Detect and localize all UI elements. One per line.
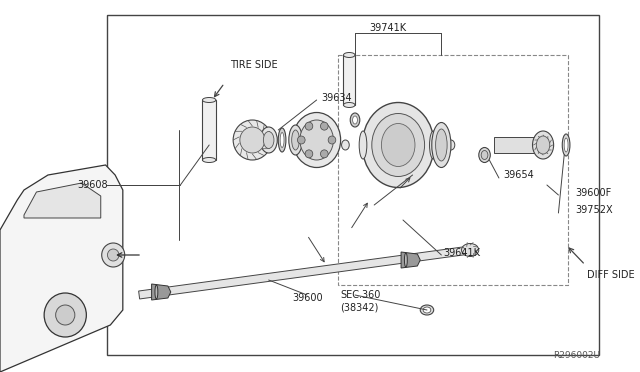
Ellipse shape — [481, 151, 488, 160]
Ellipse shape — [344, 52, 355, 58]
Text: 39741K: 39741K — [369, 23, 406, 33]
Ellipse shape — [289, 125, 302, 155]
Polygon shape — [0, 165, 123, 372]
Ellipse shape — [394, 122, 402, 168]
Polygon shape — [238, 135, 267, 145]
Ellipse shape — [563, 134, 570, 156]
Text: 39608: 39608 — [77, 180, 108, 190]
Polygon shape — [401, 252, 420, 268]
Ellipse shape — [423, 307, 431, 313]
Ellipse shape — [278, 128, 286, 152]
Circle shape — [108, 249, 119, 261]
Ellipse shape — [292, 112, 340, 167]
Text: 39600F: 39600F — [576, 188, 612, 198]
Ellipse shape — [432, 122, 451, 167]
Ellipse shape — [344, 103, 355, 108]
Polygon shape — [139, 246, 470, 299]
Circle shape — [240, 127, 265, 153]
Bar — [108, 15, 599, 355]
Ellipse shape — [429, 131, 437, 159]
Bar — [344, 55, 355, 105]
Circle shape — [321, 150, 328, 158]
Text: 39600: 39600 — [292, 293, 323, 303]
Ellipse shape — [260, 127, 277, 153]
Circle shape — [102, 243, 125, 267]
Ellipse shape — [155, 285, 158, 299]
Circle shape — [328, 136, 336, 144]
Ellipse shape — [532, 131, 554, 159]
Ellipse shape — [536, 136, 550, 154]
Ellipse shape — [292, 130, 300, 150]
Circle shape — [305, 122, 313, 130]
Ellipse shape — [420, 305, 434, 315]
Polygon shape — [152, 284, 171, 300]
Text: SEC.360: SEC.360 — [340, 290, 381, 300]
Ellipse shape — [359, 131, 367, 159]
Text: 39752X: 39752X — [576, 205, 613, 215]
Ellipse shape — [436, 129, 447, 161]
Ellipse shape — [353, 116, 357, 124]
Polygon shape — [24, 183, 100, 218]
Bar — [338, 55, 568, 285]
Ellipse shape — [350, 113, 360, 127]
Ellipse shape — [377, 124, 385, 166]
Text: R296002U: R296002U — [553, 350, 600, 359]
Circle shape — [56, 305, 75, 325]
Text: DIFF SIDE: DIFF SIDE — [588, 270, 635, 280]
Ellipse shape — [447, 140, 455, 150]
Bar — [202, 100, 216, 160]
Polygon shape — [494, 137, 538, 153]
Ellipse shape — [564, 138, 568, 152]
Text: 39634: 39634 — [321, 93, 352, 103]
Text: 39641K: 39641K — [444, 248, 480, 258]
Circle shape — [233, 120, 271, 160]
Text: (38342): (38342) — [340, 303, 379, 313]
Ellipse shape — [461, 244, 479, 257]
Ellipse shape — [404, 253, 407, 267]
Circle shape — [305, 150, 313, 158]
Ellipse shape — [342, 140, 349, 150]
Ellipse shape — [381, 124, 415, 167]
Ellipse shape — [202, 97, 216, 103]
Text: TIRE SIDE: TIRE SIDE — [230, 60, 278, 70]
Ellipse shape — [202, 157, 216, 163]
Ellipse shape — [372, 113, 424, 176]
Circle shape — [44, 293, 86, 337]
Ellipse shape — [362, 103, 434, 187]
Ellipse shape — [412, 124, 420, 166]
Ellipse shape — [479, 148, 490, 163]
Text: 39654: 39654 — [504, 170, 534, 180]
Ellipse shape — [300, 120, 333, 160]
Circle shape — [321, 122, 328, 130]
Ellipse shape — [280, 132, 284, 148]
Ellipse shape — [264, 131, 274, 148]
Circle shape — [298, 136, 305, 144]
